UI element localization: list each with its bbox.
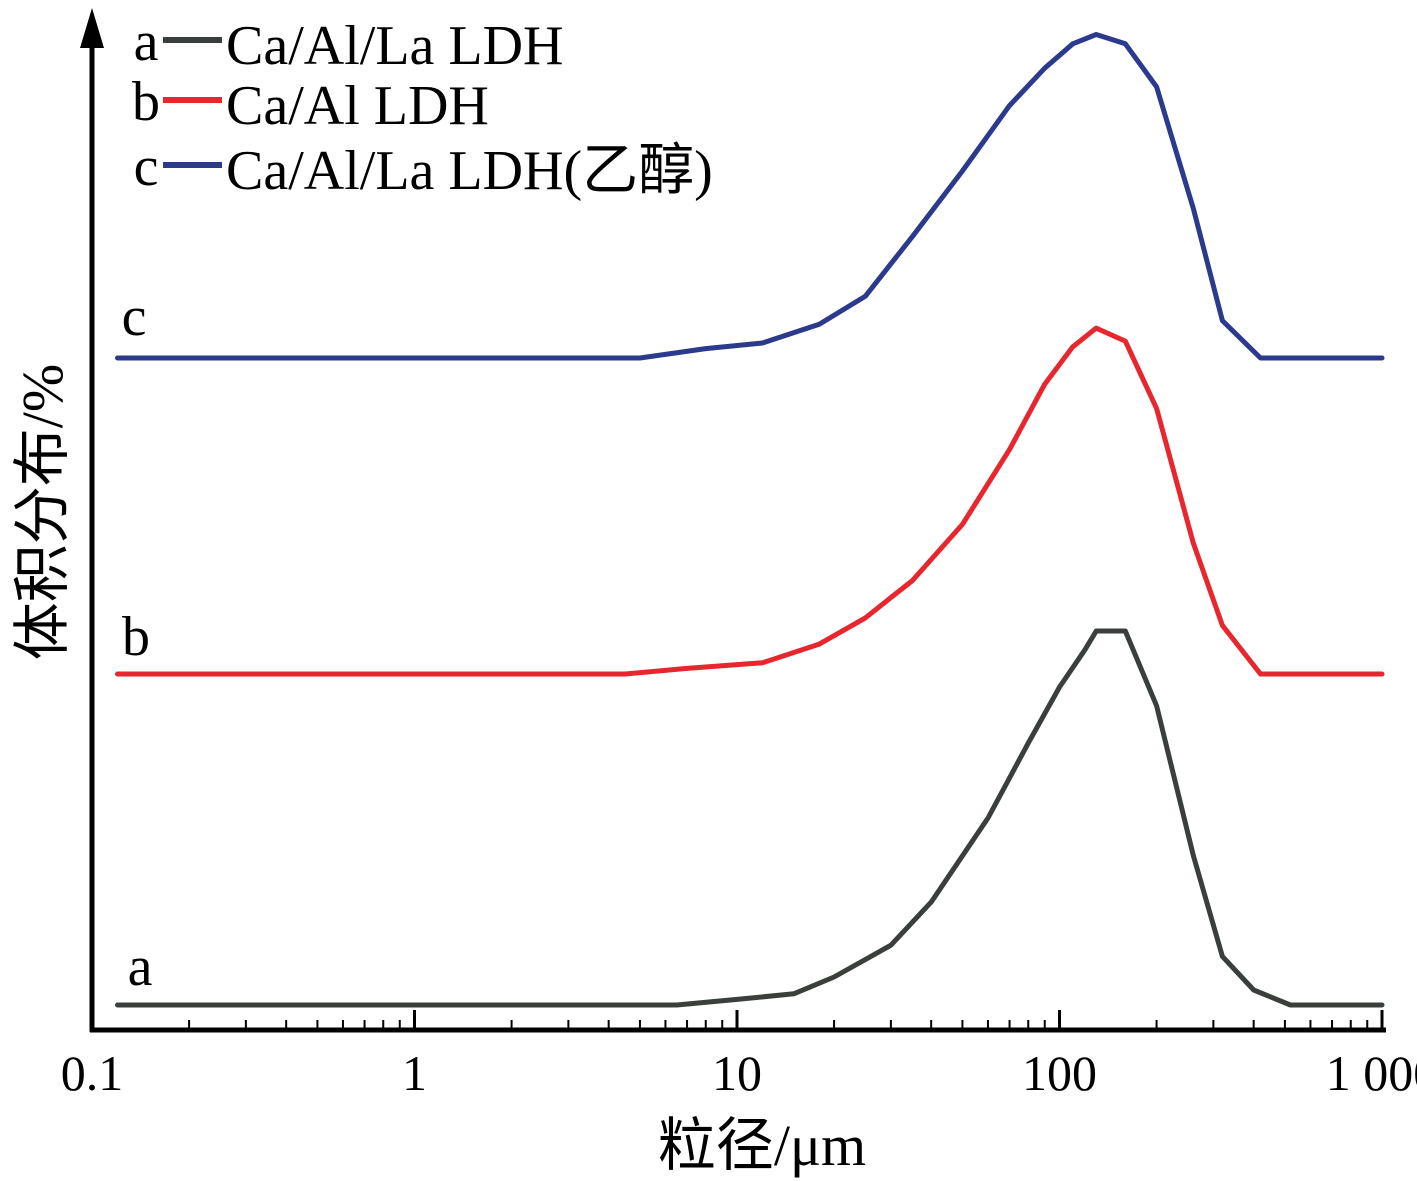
series-lines bbox=[115, 32, 1385, 1008]
x-tick-label: 10 bbox=[712, 1045, 762, 1101]
y-axis-arrow-icon bbox=[80, 8, 104, 48]
x-tick-label: 1 bbox=[402, 1045, 427, 1101]
x-ticks bbox=[90, 1010, 1384, 1030]
curve-label-b: b bbox=[122, 606, 150, 668]
y-axis-title: 体积分布/% bbox=[10, 364, 75, 660]
legend-letter-a: a bbox=[134, 11, 159, 73]
x-tick-label: 1 000 bbox=[1326, 1045, 1417, 1101]
series-line-b bbox=[115, 325, 1385, 677]
series-line-c bbox=[115, 32, 1385, 361]
legend-label-a: Ca/Al/La LDH bbox=[226, 15, 563, 77]
legend: a Ca/Al/La LDH b Ca/Al LDH c Ca/Al/La LDH(乙醇) bbox=[132, 11, 713, 202]
series-line-a bbox=[115, 628, 1385, 1008]
legend-label-b: Ca/Al LDH bbox=[226, 75, 489, 137]
legend-letter-b: b bbox=[132, 71, 160, 133]
curve-label-a: a bbox=[128, 936, 153, 998]
curve-label-c: c bbox=[122, 286, 147, 348]
x-tick-label: 100 bbox=[1022, 1045, 1097, 1101]
legend-letter-c: c bbox=[134, 136, 159, 198]
curve-letter-labels: a b c bbox=[122, 286, 153, 998]
legend-label-c: Ca/Al/La LDH(乙醇) bbox=[226, 140, 713, 202]
x-tick-label: 0.1 bbox=[61, 1045, 124, 1101]
x-tick-labels: 0.1 1 10 100 1 000 bbox=[61, 1045, 1417, 1101]
x-axis-title: 粒径/μm bbox=[658, 1113, 866, 1178]
